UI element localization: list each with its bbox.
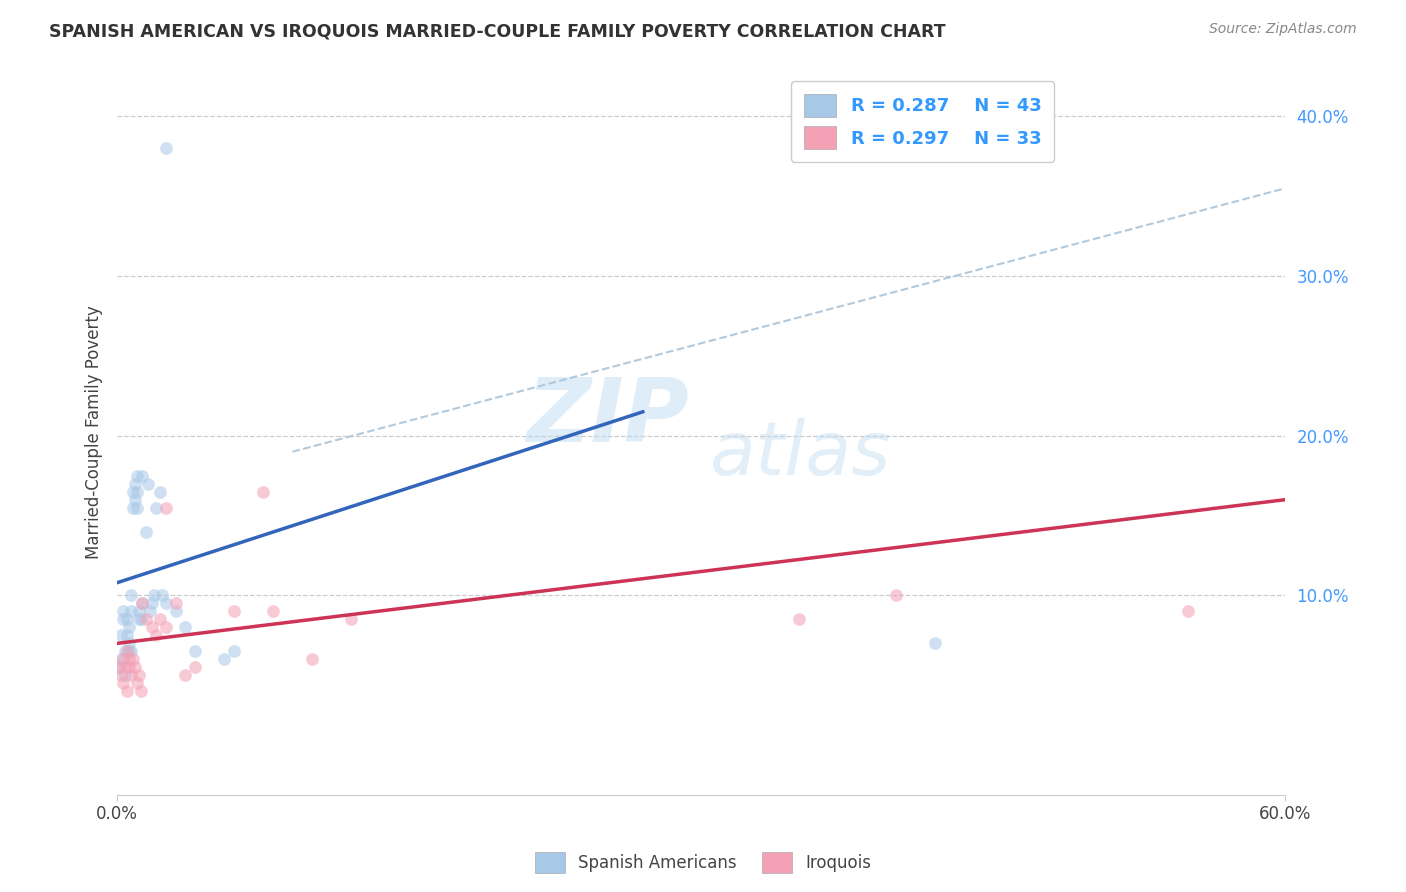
Point [120, 604, 142, 618]
Point [124, 476, 146, 491]
Point [174, 620, 197, 634]
Point [120, 644, 142, 658]
Point [129, 684, 152, 698]
Point [141, 597, 163, 611]
Point [115, 684, 138, 698]
Point [155, 597, 177, 611]
Point [112, 612, 135, 626]
Point [115, 644, 138, 658]
Y-axis label: Married-Couple Family Poverty: Married-Couple Family Poverty [86, 305, 103, 558]
Point [124, 660, 146, 674]
Point [131, 597, 153, 611]
Point [884, 589, 907, 603]
Point [155, 500, 177, 515]
Point [165, 604, 187, 618]
Point [114, 668, 136, 682]
Point [125, 468, 148, 483]
Point [112, 676, 135, 690]
Point [120, 668, 142, 682]
Point [1177, 604, 1199, 618]
Point [155, 141, 177, 155]
Point [129, 612, 152, 626]
Point [128, 604, 150, 618]
Point [118, 636, 141, 650]
Point [121, 484, 143, 499]
Point [149, 612, 172, 626]
Point [112, 604, 135, 618]
Point [262, 604, 284, 618]
Point [115, 612, 138, 626]
Point [131, 468, 153, 483]
Point [121, 652, 143, 666]
Point [222, 604, 245, 618]
Point [110, 652, 132, 666]
Point [787, 612, 810, 626]
Point [145, 628, 167, 642]
Point [924, 636, 946, 650]
Text: atlas: atlas [710, 417, 891, 490]
Point [339, 612, 361, 626]
Point [184, 660, 207, 674]
Legend: Spanish Americans, Iroquois: Spanish Americans, Iroquois [529, 846, 877, 880]
Point [214, 652, 236, 666]
Text: SPANISH AMERICAN VS IROQUOIS MARRIED-COUPLE FAMILY POVERTY CORRELATION CHART: SPANISH AMERICAN VS IROQUOIS MARRIED-COU… [49, 22, 946, 40]
Point [252, 484, 274, 499]
Point [108, 660, 131, 674]
Point [108, 660, 131, 674]
Point [165, 597, 187, 611]
Point [114, 644, 136, 658]
Point [174, 668, 197, 682]
Point [110, 668, 132, 682]
Point [118, 644, 141, 658]
Point [139, 604, 162, 618]
Point [138, 476, 160, 491]
Point [131, 597, 153, 611]
Point [222, 644, 245, 658]
Point [125, 500, 148, 515]
Point [150, 589, 173, 603]
Point [155, 620, 177, 634]
Point [135, 524, 157, 539]
Point [135, 612, 157, 626]
Point [114, 660, 136, 674]
Legend: R = 0.287    N = 43, R = 0.297    N = 33: R = 0.287 N = 43, R = 0.297 N = 33 [792, 81, 1054, 161]
Point [125, 484, 148, 499]
Point [125, 676, 148, 690]
Point [115, 628, 138, 642]
Point [128, 668, 150, 682]
Point [184, 644, 207, 658]
Text: Source: ZipAtlas.com: Source: ZipAtlas.com [1209, 22, 1357, 37]
Point [118, 652, 141, 666]
Point [143, 589, 166, 603]
Point [124, 492, 146, 507]
Point [141, 620, 163, 634]
Point [120, 589, 142, 603]
Point [301, 652, 323, 666]
Point [118, 660, 141, 674]
Point [112, 652, 135, 666]
Text: ZIP: ZIP [526, 374, 689, 461]
Point [121, 500, 143, 515]
Point [149, 484, 172, 499]
Point [110, 628, 132, 642]
Point [118, 620, 141, 634]
Point [128, 612, 150, 626]
Point [145, 500, 167, 515]
